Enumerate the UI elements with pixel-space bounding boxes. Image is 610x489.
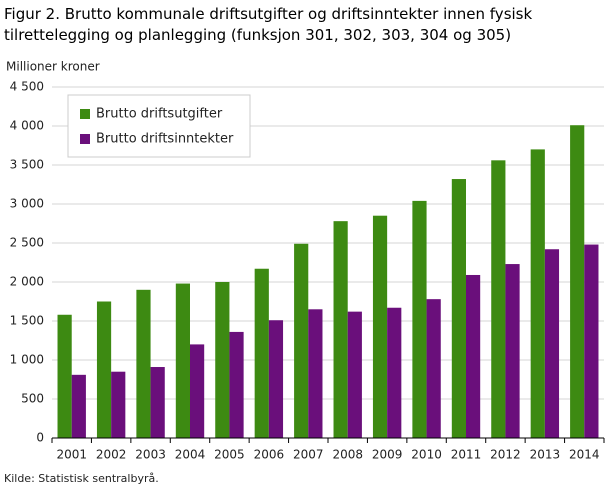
x-tick-label: 2003: [135, 448, 166, 462]
bar: [175, 283, 190, 438]
bar: [584, 244, 599, 438]
x-tick-label: 2012: [490, 448, 521, 462]
bar: [308, 309, 323, 438]
chart-title: Figur 2. Brutto kommunale driftsutgifter…: [4, 5, 533, 44]
source: Kilde: Statistisk sentralbyrå.: [4, 472, 159, 485]
x-tick-label: 2004: [175, 448, 206, 462]
bar: [491, 160, 506, 438]
x-tick-label: 2001: [56, 448, 87, 462]
legend-box: [67, 94, 251, 158]
bar: [215, 282, 230, 438]
bar: [451, 179, 466, 439]
bar: [412, 200, 427, 438]
bar: [466, 274, 481, 438]
bar: [229, 331, 244, 438]
y-axis-label: Millioner kroner: [6, 60, 100, 74]
y-tick-label: 0: [36, 431, 44, 445]
y-tick-label: 4 000: [10, 119, 44, 133]
x-tick-label: 2008: [332, 448, 363, 462]
y-tick-label: 3 500: [10, 158, 44, 172]
bar: [505, 264, 520, 438]
x-tick-label: 2005: [214, 448, 245, 462]
legend-label: Brutto driftsinntekter: [96, 132, 234, 147]
bar: [268, 320, 284, 438]
bar: [530, 149, 545, 438]
x-tick-label: 2006: [254, 448, 285, 462]
x-tick-label: 2011: [451, 448, 482, 462]
bar: [372, 215, 388, 438]
bar: [544, 249, 560, 438]
bar: [333, 221, 348, 438]
y-tick-label: 2 000: [10, 275, 44, 289]
y-tick-label: 500: [21, 392, 44, 406]
bar: [294, 243, 309, 438]
y-tick-label: 2 500: [10, 236, 44, 250]
bar: [96, 301, 112, 438]
bar: [136, 289, 151, 438]
bar: [111, 371, 126, 438]
x-tick-label: 2009: [372, 448, 403, 462]
x-tick-label: 2002: [96, 448, 127, 462]
legend-label: Brutto driftsutgifter: [96, 107, 223, 122]
y-tick-label: 1 000: [10, 353, 44, 367]
bar: [150, 367, 165, 438]
bar: [426, 299, 441, 438]
x-tick-label: 2010: [411, 448, 442, 462]
bar: [387, 307, 402, 438]
y-tick-label: 1 500: [10, 314, 44, 328]
legend-swatch: [80, 134, 90, 144]
y-tick-label: 4 500: [10, 80, 44, 94]
bar: [190, 344, 205, 438]
y-tick-label: 3 000: [10, 197, 44, 211]
legend-swatch: [80, 109, 90, 119]
bar: [570, 125, 585, 438]
bar: [71, 374, 86, 438]
bar: [57, 314, 72, 438]
x-tick-label: 2007: [293, 448, 324, 462]
x-tick-label: 2014: [569, 448, 600, 462]
x-tick-label: 2013: [530, 448, 561, 462]
bar: [254, 268, 269, 438]
bar: [347, 311, 362, 438]
